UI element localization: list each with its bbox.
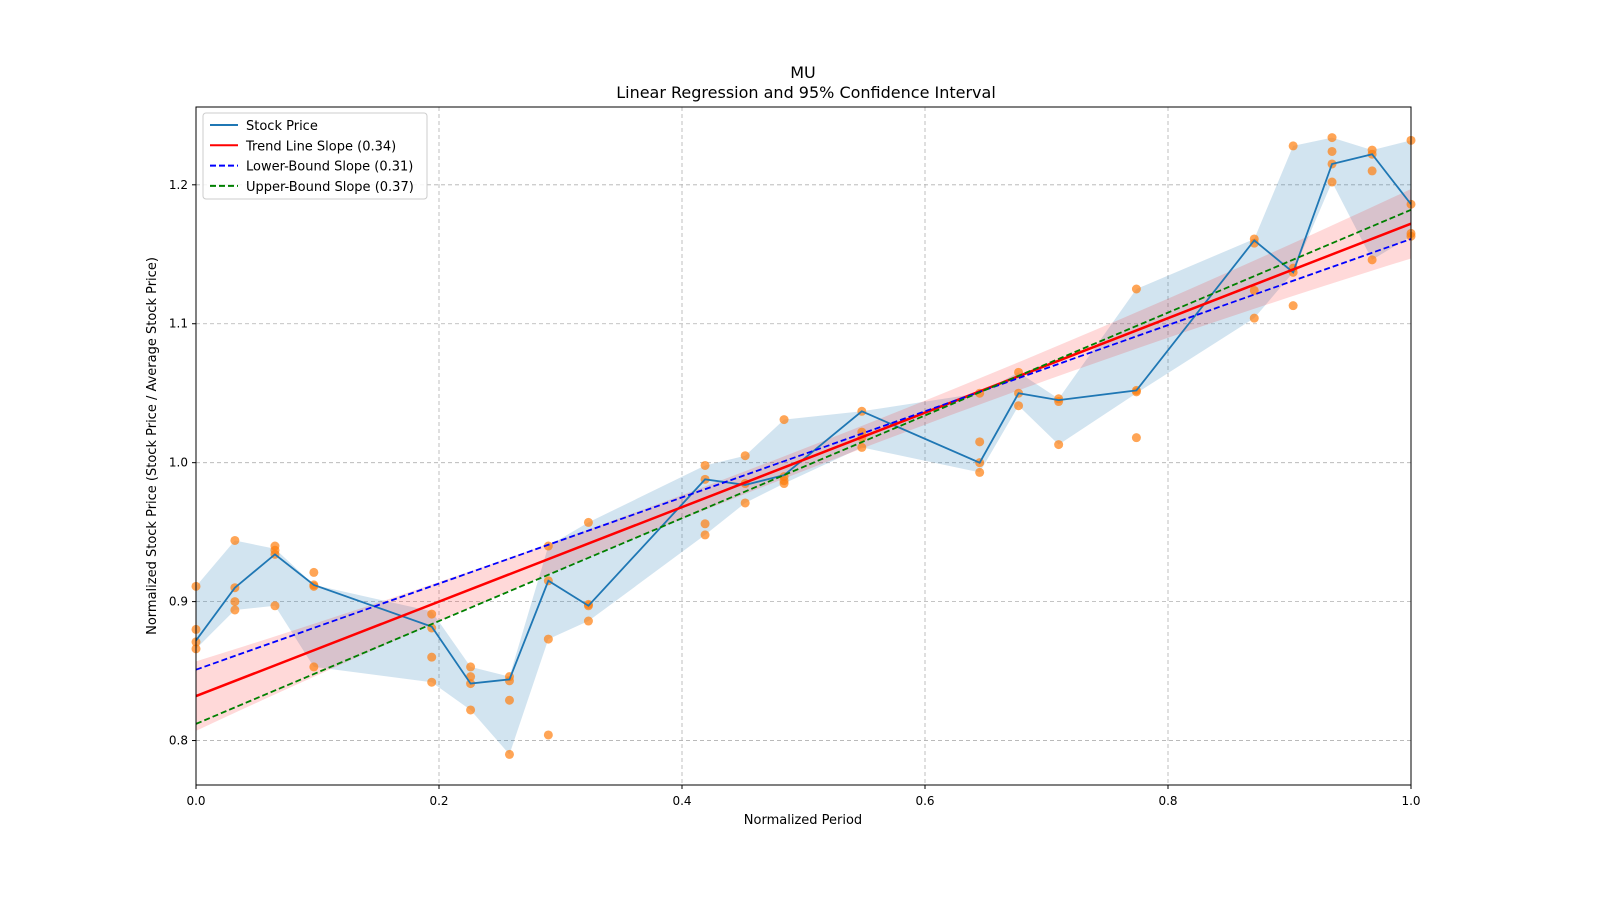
scatter-point (466, 662, 476, 672)
scatter-point (1131, 433, 1141, 443)
legend-box (202, 112, 428, 200)
y-tick-label: 1.2 (169, 178, 188, 192)
scatter-point (975, 467, 985, 477)
plot-frame (195, 106, 1412, 786)
scatter-point (700, 530, 710, 540)
scatter-point (1249, 313, 1259, 323)
scatter-point (309, 662, 319, 672)
y-axis-label: Normalized Stock Price (Stock Price / Av… (145, 257, 160, 635)
lower-bound-line (195, 238, 1412, 671)
scatter-point (583, 616, 593, 626)
legend-label: Upper-Bound Slope (0.37) (246, 180, 414, 195)
scatter-point (543, 541, 553, 551)
scatter-point (779, 415, 789, 425)
scatter-point (230, 597, 240, 607)
scatter-point (504, 695, 514, 705)
scatter-point (427, 609, 437, 619)
series-lines (195, 153, 1412, 725)
scatter-point (1131, 387, 1141, 397)
scatter-point (270, 601, 280, 611)
scatter-point (309, 567, 319, 577)
scatter-point (1327, 177, 1337, 187)
scatter-point (1327, 133, 1337, 143)
trend-line (195, 222, 1412, 698)
y-tick-label: 0.8 (169, 734, 188, 748)
legend-label: Lower-Bound Slope (0.31) (246, 160, 413, 175)
scatter-point (230, 535, 240, 545)
scatter-point (740, 451, 750, 461)
scatter-point (700, 460, 710, 470)
scatter-point (230, 605, 240, 615)
scatter-point (700, 519, 710, 529)
x-tick-label: 0.6 (915, 794, 934, 808)
upper-bound-line (195, 208, 1412, 725)
y-tick-label: 1.0 (169, 456, 188, 470)
scatter-point (1131, 284, 1141, 294)
price-range-band (196, 137, 1411, 755)
scatter-point (466, 705, 476, 715)
legend-label: Trend Line Slope (0.34) (245, 139, 396, 154)
scatter-point (427, 677, 437, 687)
x-tick-label: 1.0 (1401, 794, 1420, 808)
y-tick-label: 1.1 (169, 317, 188, 331)
scatter-point (1249, 285, 1259, 295)
axis-ticks: 0.0 0.2 0.4 0.6 0.8 1.0 0.8 0.9 1.0 1.1 1.2 (169, 178, 1421, 808)
scatter-point (543, 634, 553, 644)
scatter-point (543, 730, 553, 740)
scatter-point (1054, 440, 1064, 450)
chart-title: MU (790, 63, 816, 82)
scatter-point (504, 676, 514, 686)
scatter-point (975, 437, 985, 447)
scatter-point (583, 517, 593, 527)
scatter-point (857, 442, 867, 452)
scatter-point (1249, 238, 1259, 248)
scatter-point (1288, 301, 1298, 311)
scatter-point (1014, 401, 1024, 411)
chart-subtitle: Linear Regression and 95% Confidence Int… (616, 83, 996, 102)
stock-price-line (195, 153, 1412, 685)
scatter-point (1367, 166, 1377, 176)
legend-label: Stock Price (246, 119, 318, 134)
x-axis-label: Normalized Period (744, 813, 862, 828)
scatter-point (1367, 255, 1377, 265)
legend: Stock Price Trend Line Slope (0.34) Lower-… (202, 112, 428, 200)
scatter-point (1327, 146, 1337, 156)
x-tick-label: 0.2 (429, 794, 448, 808)
scatter-point (1054, 397, 1064, 407)
scatter-point (740, 498, 750, 508)
x-tick-label: 0.8 (1158, 794, 1177, 808)
x-tick-label: 0.0 (186, 794, 205, 808)
x-tick-label: 0.4 (672, 794, 691, 808)
scatter-point (504, 749, 514, 759)
scatter-point (779, 479, 789, 489)
scatter-point (427, 652, 437, 662)
price-range-band-area (196, 137, 1411, 755)
y-tick-label: 0.9 (169, 595, 188, 609)
scatter-point (1288, 141, 1298, 151)
